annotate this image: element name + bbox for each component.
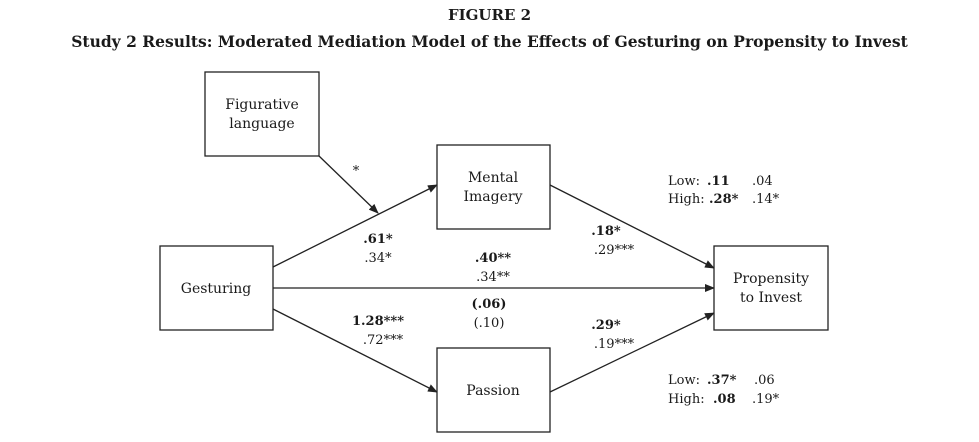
passion-node: Passion	[436, 347, 551, 433]
figure-title: Study 2 Results: Moderated Mediation Mod…	[71, 32, 908, 51]
passion-low-row: Low: .37* .06	[668, 373, 775, 388]
passion-propensity-coef-bold: .29*	[591, 318, 621, 333]
moderation-arrow	[318, 155, 379, 214]
mental-high-label: High:	[668, 192, 705, 207]
passion-high-plain: .19*	[752, 392, 780, 407]
mental-low-label: Low:	[668, 174, 700, 189]
gesturing-passion-coef: .72***	[363, 333, 404, 348]
figurative-language-line2: language	[229, 116, 294, 132]
figure-label: FIGURE 2	[447, 6, 532, 24]
mental-imagery-node: Mental Imagery	[436, 144, 551, 230]
gesturing-to-mental-arrow	[272, 184, 438, 268]
passion-propensity-coef: .19***	[594, 337, 635, 352]
direct-coef-bold: .40**	[475, 251, 511, 266]
gesturing-mental-coef: .34*	[364, 251, 392, 266]
passion-label: Passion	[466, 383, 519, 399]
direct-coef-paren-bold: (.06)	[472, 297, 507, 312]
moderation-label: *	[353, 164, 360, 179]
mental-low-bold: .11	[707, 174, 730, 189]
mental-low-plain: .04	[752, 174, 773, 189]
mental-imagery-line1: Mental	[468, 170, 519, 186]
gesturing-label: Gesturing	[181, 281, 251, 297]
direct-coef-paren: (.10)	[474, 316, 505, 331]
passion-conditional-effects: Low: .37* .06 High: .08 .19*	[668, 373, 780, 407]
propensity-line1: Propensity	[733, 271, 809, 287]
propensity-line2: to Invest	[740, 290, 802, 306]
mental-conditional-effects: Low: .11 .04 High: .28* .14*	[668, 174, 780, 207]
propensity-node: Propensity to Invest	[713, 245, 829, 331]
mental-high-plain: .14*	[752, 192, 780, 207]
passion-high-row: High: .08 .19*	[668, 392, 780, 407]
figurative-language-line1: Figurative	[225, 97, 299, 113]
gesturing-node: Gesturing	[159, 245, 274, 331]
mental-high-row: High: .28* .14*	[668, 192, 780, 207]
mental-to-propensity-arrow	[549, 184, 715, 269]
gesturing-mental-coef-bold: .61*	[363, 232, 393, 247]
figurative-language-node: Figurative language	[204, 71, 320, 157]
mental-propensity-coef-bold: .18*	[591, 224, 621, 239]
mental-low-row: Low: .11 .04	[668, 174, 773, 189]
mental-propensity-coef: .29***	[594, 243, 635, 258]
passion-low-bold: .37*	[707, 373, 737, 388]
passion-low-label: Low:	[668, 373, 700, 388]
passion-high-bold: .08	[713, 392, 736, 407]
passion-high-label: High:	[668, 392, 705, 407]
gesturing-passion-coef-bold: 1.28***	[352, 314, 404, 329]
passion-low-plain: .06	[754, 373, 775, 388]
mental-imagery-line2: Imagery	[463, 189, 522, 205]
mental-high-bold: .28*	[709, 192, 739, 207]
passion-to-propensity-arrow	[549, 312, 715, 393]
direct-coef: .34**	[476, 270, 510, 285]
gesturing-to-passion-arrow	[272, 308, 438, 393]
